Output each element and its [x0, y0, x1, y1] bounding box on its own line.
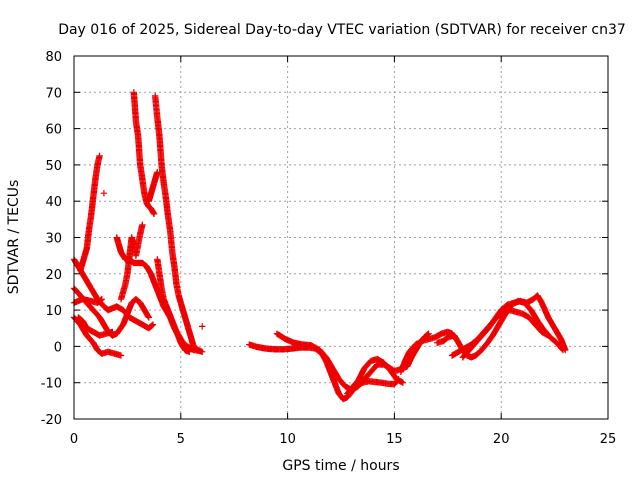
data-point-markers: [145, 169, 161, 205]
data-point-markers: [130, 89, 158, 218]
series-arc-f: [77, 152, 103, 274]
y-tick-label: -10: [41, 377, 62, 392]
data-point-markers: [199, 323, 206, 330]
data-point-markers: [344, 355, 407, 397]
series-arc-u: [459, 292, 569, 361]
y-tick-label: 30: [45, 232, 62, 247]
data-point-markers: [154, 256, 193, 355]
x-tick-label: 15: [386, 432, 403, 447]
y-axis-label: SDTVAR / TECUs: [6, 180, 22, 295]
series-arc-g: [100, 190, 108, 197]
series-arc-j: [130, 89, 158, 218]
y-tick-label: 80: [45, 50, 62, 65]
y-tick-label: 40: [45, 195, 62, 210]
x-tick-label: 20: [493, 432, 510, 447]
series-arc-k: [152, 92, 206, 355]
series-arc-e: [75, 314, 116, 339]
data-point-markers: [117, 221, 146, 303]
data-point-markers: [152, 92, 206, 355]
y-tick-label: 60: [45, 123, 62, 138]
y-tick-label: -20: [41, 413, 62, 428]
series-arc-i: [117, 221, 146, 303]
y-tick-label: 20: [45, 268, 62, 283]
chart-title: Day 016 of 2025, Sidereal Day-to-day VTE…: [58, 22, 626, 38]
data-point-markers: [75, 314, 116, 339]
data-marks: [70, 89, 569, 403]
y-tick-label: 10: [45, 304, 62, 319]
x-tick-label: 0: [70, 432, 78, 447]
series-arc-l: [145, 169, 161, 205]
data-point-markers: [459, 292, 569, 361]
data-point-markers: [77, 152, 103, 274]
x-axis-label: GPS time / hours: [282, 458, 399, 474]
y-tick-label: 70: [45, 86, 62, 101]
series-arc-n: [199, 323, 206, 330]
x-tick-label: 5: [177, 432, 185, 447]
y-tick-label: 0: [54, 340, 62, 355]
series-arc-q: [344, 355, 407, 397]
x-tick-label: 25: [600, 432, 617, 447]
y-tick-label: 50: [45, 159, 62, 174]
axis-ticks: 0 5 10 15 20 25 -20 -10 0 10 20 30 40 50 60 70 80: [41, 50, 617, 447]
series-arc-m: [154, 256, 193, 355]
data-point-markers: [100, 190, 108, 197]
x-tick-label: 10: [279, 432, 296, 447]
